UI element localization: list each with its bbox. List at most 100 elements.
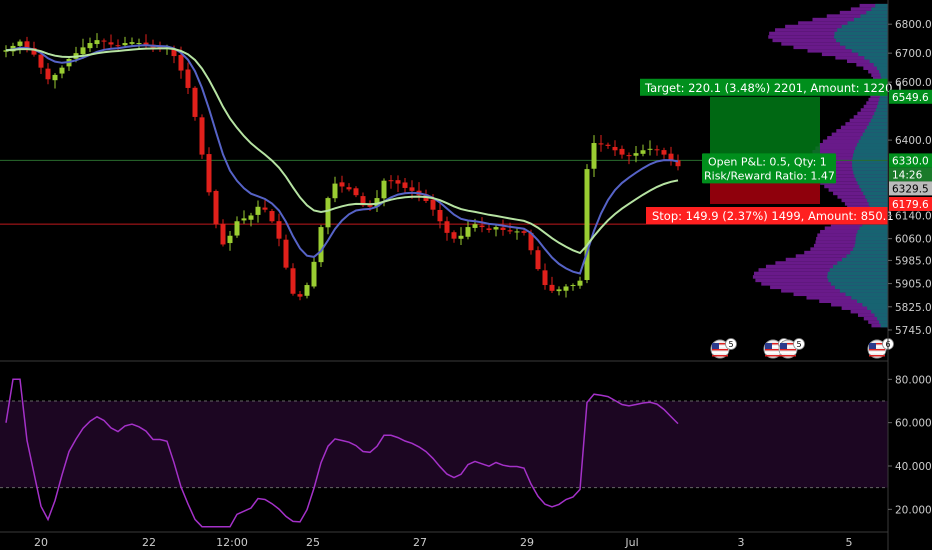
candle-body[interactable]: [262, 207, 268, 210]
candle-body[interactable]: [591, 143, 597, 169]
target-label-box[interactable]: [640, 78, 888, 96]
event-marker[interactable]: 5: [710, 338, 737, 359]
time-axis[interactable]: 20 22 12:00 25 27 29 Jul 3 5: [34, 536, 853, 549]
candle-body[interactable]: [339, 182, 345, 187]
candle-body[interactable]: [577, 280, 583, 286]
candle-body[interactable]: [675, 160, 681, 167]
candle-body[interactable]: [409, 187, 415, 191]
candle-body[interactable]: [514, 231, 520, 233]
candle-body[interactable]: [206, 154, 212, 193]
price-candles[interactable]: [3, 33, 681, 301]
stop-label-box[interactable]: [646, 206, 888, 224]
candle-body[interactable]: [654, 149, 660, 151]
candle-body[interactable]: [535, 250, 541, 270]
candle-body[interactable]: [633, 153, 639, 156]
candle-body[interactable]: [661, 150, 667, 155]
candle-body[interactable]: [269, 211, 275, 222]
candle-body[interactable]: [542, 270, 548, 286]
event-marker[interactable]: 5: [778, 338, 805, 359]
candle-body[interactable]: [402, 182, 408, 188]
candle-body[interactable]: [290, 268, 296, 294]
candle-body[interactable]: [465, 227, 471, 237]
candle-body[interactable]: [668, 153, 674, 161]
candle-body[interactable]: [549, 284, 555, 291]
candle-body[interactable]: [444, 221, 450, 233]
candle-body[interactable]: [486, 228, 492, 230]
candle-body[interactable]: [381, 180, 387, 199]
candle-body[interactable]: [108, 42, 114, 45]
candle-body[interactable]: [38, 54, 44, 68]
candle-body[interactable]: [395, 180, 401, 184]
candle-body[interactable]: [24, 41, 30, 49]
candle-body[interactable]: [31, 48, 37, 55]
candle-body[interactable]: [17, 41, 23, 46]
candle-body[interactable]: [304, 285, 310, 296]
candle-body[interactable]: [234, 221, 240, 236]
candle-body[interactable]: [626, 155, 632, 157]
candle-body[interactable]: [388, 180, 394, 182]
candle-body[interactable]: [276, 221, 282, 239]
candle-body[interactable]: [598, 143, 604, 145]
target-zone[interactable]: [710, 96, 820, 161]
candle-body[interactable]: [248, 215, 254, 220]
candle-body[interactable]: [346, 187, 352, 190]
candle-body[interactable]: [318, 227, 324, 263]
candle-body[interactable]: [605, 144, 611, 146]
pnl-label-box[interactable]: [702, 153, 836, 184]
candle-body[interactable]: [640, 150, 646, 154]
candle-body[interactable]: [360, 196, 366, 206]
candle-body[interactable]: [283, 239, 289, 268]
candle-body[interactable]: [647, 148, 653, 150]
candle-body[interactable]: [115, 45, 121, 47]
candle-body[interactable]: [129, 42, 135, 44]
candle-body[interactable]: [311, 261, 317, 287]
candle-body[interactable]: [185, 69, 191, 88]
candle-body[interactable]: [521, 231, 527, 233]
candle-body[interactable]: [479, 225, 485, 228]
candle-body[interactable]: [241, 218, 247, 221]
candle-body[interactable]: [451, 232, 457, 239]
candle-body[interactable]: [94, 40, 100, 45]
candle-body[interactable]: [507, 230, 513, 232]
candle-body[interactable]: [500, 227, 506, 230]
candle-body[interactable]: [570, 285, 576, 287]
candle-body[interactable]: [325, 198, 331, 228]
candle-body[interactable]: [171, 49, 177, 57]
candle-body[interactable]: [367, 205, 373, 207]
candle-body[interactable]: [143, 42, 149, 45]
candle-body[interactable]: [353, 188, 359, 196]
candle-body[interactable]: [59, 67, 65, 74]
candle-body[interactable]: [458, 235, 464, 239]
rsi-pane[interactable]: [0, 378, 888, 528]
candle-body[interactable]: [3, 50, 9, 52]
candle-body[interactable]: [220, 223, 226, 245]
rsi-axis[interactable]: 80.0000 60.0000 40.0000 20.0000: [888, 374, 932, 516]
candle-body[interactable]: [619, 148, 625, 155]
candle-body[interactable]: [52, 74, 58, 81]
candle-body[interactable]: [493, 227, 499, 230]
candle-body[interactable]: [122, 43, 128, 46]
position-labels[interactable]: Target: 220.1 (3.48%) 2201, Amount: 1220…: [640, 78, 903, 224]
candle-body[interactable]: [45, 68, 51, 80]
candle-body[interactable]: [199, 117, 205, 155]
candle-body[interactable]: [80, 47, 86, 55]
candle-body[interactable]: [227, 235, 233, 244]
candle-body[interactable]: [101, 40, 107, 42]
candle-body[interactable]: [136, 43, 142, 45]
candle-body[interactable]: [192, 87, 198, 117]
candle-body[interactable]: [437, 209, 443, 222]
candle-body[interactable]: [430, 199, 436, 210]
candle-body[interactable]: [584, 169, 590, 281]
candle-body[interactable]: [563, 286, 569, 291]
price-axis[interactable]: 6800.0 6700.0 6600.0 6400.0 6140.0 6060.0 5985…: [888, 19, 932, 337]
candle-body[interactable]: [528, 232, 534, 251]
candle-body[interactable]: [374, 198, 380, 207]
candle-body[interactable]: [178, 55, 184, 71]
candle-body[interactable]: [213, 190, 219, 225]
candle-body[interactable]: [255, 206, 261, 215]
candle-body[interactable]: [297, 294, 303, 297]
candle-body[interactable]: [612, 146, 618, 151]
candle-body[interactable]: [332, 183, 338, 199]
candle-body[interactable]: [556, 289, 562, 292]
